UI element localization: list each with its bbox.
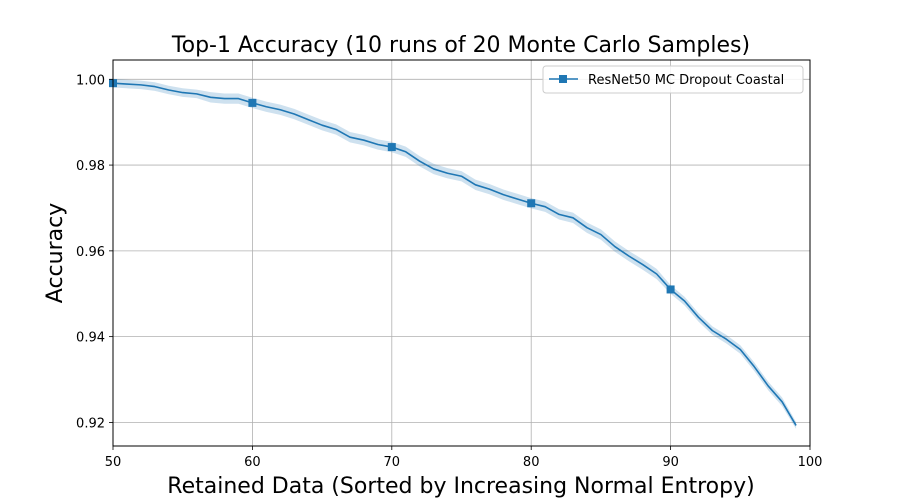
x-axis-label: Retained Data (Sorted by Increasing Norm… (167, 474, 754, 499)
y-axis-ticks: 0.92 0.94 0.96 0.98 1.00 (76, 73, 113, 431)
y-tick-label: 0.94 (76, 331, 105, 346)
confidence-band (113, 78, 797, 429)
y-tick-label: 0.96 (76, 245, 105, 260)
x-tick-label: 70 (384, 455, 401, 470)
data-point-marker (666, 285, 675, 294)
legend-marker-swatch (559, 75, 567, 83)
legend-label: ResNet50 MC Dropout Coastal (588, 73, 784, 88)
y-tick-label: 0.98 (76, 159, 105, 174)
data-point-marker (387, 143, 396, 152)
data-point-marker (527, 199, 536, 208)
x-tick-label: 60 (244, 455, 261, 470)
legend: ResNet50 MC Dropout Coastal (542, 65, 804, 94)
grid (112, 60, 811, 446)
plot-frame (112, 59, 811, 447)
x-axis-ticks: 50 60 70 80 90 100 (105, 446, 823, 470)
data-point-marker (248, 98, 257, 107)
band-layer (113, 78, 797, 429)
legend-frame (542, 65, 804, 94)
x-tick-label: 50 (105, 455, 122, 470)
x-tick-label: 100 (798, 455, 823, 470)
series-line (112, 82, 797, 426)
x-tick-label: 80 (523, 455, 540, 470)
chart-title: Top-1 Accuracy (10 runs of 20 Monte Carl… (171, 33, 750, 58)
y-tick-label: 1.00 (76, 73, 105, 88)
y-tick-label: 0.92 (76, 416, 105, 431)
x-tick-label: 90 (662, 455, 679, 470)
y-axis-label: Accuracy (43, 203, 68, 303)
line-layer (112, 82, 797, 426)
